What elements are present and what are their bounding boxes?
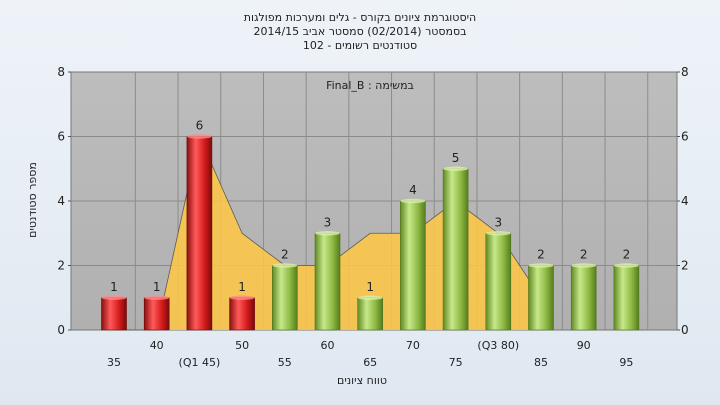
bar-cap <box>101 295 127 300</box>
x-tick-label: 75 <box>449 356 463 369</box>
bar <box>357 297 384 331</box>
y-tick-label-right: 2 <box>681 259 689 273</box>
x-tick-label: 85 <box>534 356 548 369</box>
x-tick-label: 70 <box>406 339 420 352</box>
bar-value-label: 1 <box>110 280 118 294</box>
x-tick-label: 40 <box>150 339 164 352</box>
bar-cap <box>315 231 340 236</box>
y-tick-label-left: 2 <box>57 259 65 273</box>
bar-value-label: 2 <box>623 248 631 262</box>
bar-value-label: 6 <box>196 119 204 133</box>
bar <box>613 265 640 331</box>
bar-value-label: 1 <box>153 280 161 294</box>
bar <box>485 232 512 331</box>
bar-cap <box>485 231 511 236</box>
x-tick-label: 55 <box>278 356 292 369</box>
x-axis-label: טווח ציונים <box>337 374 387 387</box>
bar-cap <box>186 134 212 139</box>
bar-value-label: 2 <box>281 248 289 262</box>
plot-label: במשימה : Final_B <box>326 79 414 92</box>
chart-title-line-1: היסטוגרמת ציונים בקורס - גלים ומערכות מפ… <box>243 11 477 24</box>
bar-cap <box>272 263 298 268</box>
bar-value-label: 1 <box>238 280 246 294</box>
bar-value-label: 3 <box>494 215 502 229</box>
x-tick-label: 35 <box>107 356 121 369</box>
y-tick-label-left: 0 <box>57 323 65 337</box>
bar <box>570 265 597 331</box>
y-tick-label-right: 0 <box>681 323 689 337</box>
bar-value-label: 1 <box>366 280 374 294</box>
bar-cap <box>229 295 255 300</box>
bar-cap <box>144 295 170 300</box>
bar <box>400 200 426 331</box>
bar <box>229 297 255 331</box>
x-tick-label: 90 <box>577 339 591 352</box>
bar-cap <box>613 263 639 268</box>
bar-cap <box>571 263 597 268</box>
bar-value-label: 5 <box>452 151 460 165</box>
bar-value-label: 2 <box>537 248 545 262</box>
y-tick-label-right: 8 <box>681 65 689 79</box>
bar-cap <box>400 198 426 204</box>
x-tick-label: 95 <box>619 356 633 369</box>
x-tick-label: (Q3 80) <box>477 339 519 352</box>
chart-title-line-3: סטודנטים רשומים - 102 <box>302 39 418 52</box>
bar <box>271 265 298 331</box>
y-axis-label: מספר סטודנטים <box>26 162 39 238</box>
bar-cap <box>357 295 383 300</box>
y-tick-label-left: 6 <box>57 130 65 144</box>
y-tick-label-left: 4 <box>57 194 65 208</box>
bar-cap <box>443 166 469 171</box>
bar-value-label: 4 <box>409 183 417 197</box>
x-tick-label: 65 <box>363 356 377 369</box>
bar <box>101 297 127 331</box>
bar <box>528 265 554 331</box>
bar-value-label: 2 <box>580 248 588 262</box>
x-tick-label: 60 <box>321 339 335 352</box>
x-tick-label: 50 <box>235 339 249 352</box>
bar-cap <box>528 263 554 268</box>
bar <box>314 232 341 331</box>
y-tick-label-right: 6 <box>681 130 689 144</box>
bar-value-label: 3 <box>324 215 332 229</box>
bar <box>143 297 170 331</box>
bar <box>442 168 469 331</box>
chart-title-line-2: בסמסטר (02/2014) סמסטר אביב 2014/15 <box>253 25 467 38</box>
x-tick-label: (Q1 45) <box>179 356 221 369</box>
y-tick-label-right: 4 <box>681 194 689 208</box>
y-tick-label-left: 8 <box>57 65 65 79</box>
bar <box>186 136 213 331</box>
